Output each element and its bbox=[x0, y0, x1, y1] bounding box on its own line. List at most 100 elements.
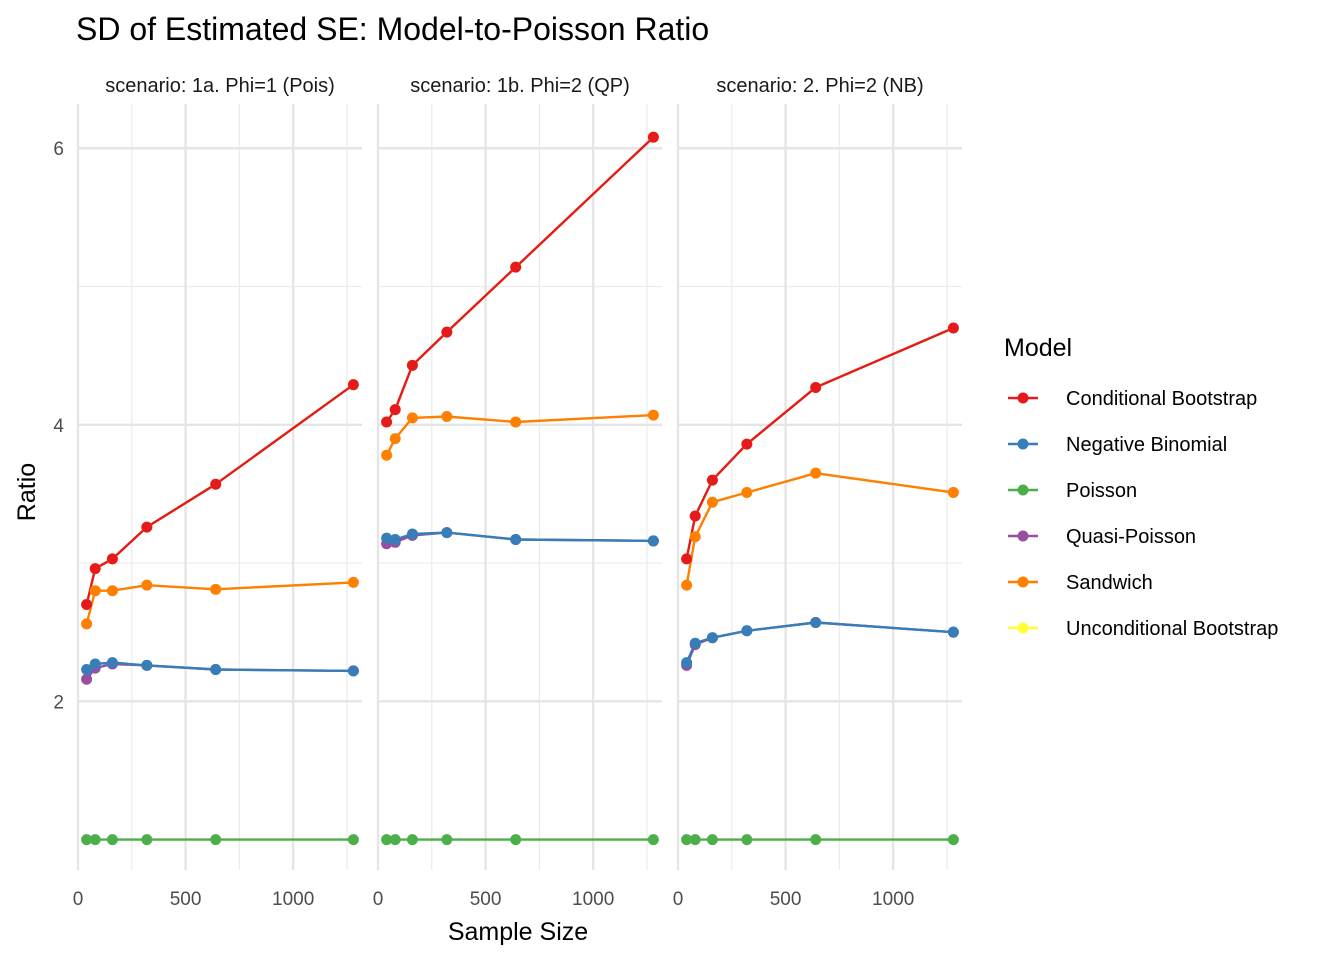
data-point bbox=[210, 664, 222, 676]
x-tick-label: 1000 bbox=[872, 889, 914, 910]
data-point bbox=[89, 585, 101, 597]
data-point bbox=[647, 131, 659, 143]
data-point bbox=[810, 617, 822, 629]
legend-key-point bbox=[1017, 438, 1029, 450]
series-line bbox=[685, 326, 954, 560]
x-tick-label: 500 bbox=[170, 889, 202, 910]
y-tick-label: 4 bbox=[53, 416, 64, 437]
data-point bbox=[689, 637, 701, 649]
data-point bbox=[106, 585, 118, 597]
legend-key-point bbox=[1017, 530, 1029, 542]
data-point bbox=[741, 625, 753, 637]
x-tick-label: 1000 bbox=[272, 889, 314, 910]
data-point bbox=[141, 579, 153, 591]
data-point bbox=[347, 665, 359, 677]
legend-key-point bbox=[1017, 392, 1029, 404]
data-point bbox=[210, 583, 222, 595]
legend-entry: Sandwich bbox=[1008, 572, 1153, 594]
series-line bbox=[85, 383, 355, 605]
x-axis-title: Sample Size bbox=[448, 918, 588, 946]
facet-panel: scenario: 2. Phi=2 (NB) 0 500 1000 bbox=[673, 75, 962, 910]
facet-strip-label: scenario: 1b. Phi=2 (QP) bbox=[410, 75, 630, 97]
x-tick-label: 500 bbox=[470, 889, 502, 910]
series-line bbox=[685, 621, 954, 664]
facet-panels: scenario: 1a. Phi=1 (Pois)0 500 1000scenar… bbox=[53, 75, 962, 910]
legend-label: Conditional Bootstrap bbox=[1066, 388, 1257, 410]
data-point bbox=[706, 474, 718, 486]
x-tick-label: 0 bbox=[673, 889, 684, 910]
gridlines bbox=[76, 104, 362, 870]
data-point bbox=[89, 563, 101, 575]
data-point bbox=[689, 510, 701, 522]
legend-entry: Poisson bbox=[1008, 480, 1137, 502]
data-point bbox=[406, 528, 418, 540]
data-point bbox=[647, 535, 659, 547]
legend-entry: Unconditional Bootstrap bbox=[1008, 618, 1278, 640]
series-line bbox=[85, 383, 355, 605]
data-point bbox=[406, 412, 418, 424]
legend-label: Unconditional Bootstrap bbox=[1066, 618, 1278, 640]
data-point bbox=[741, 438, 753, 450]
x-tick-label: 0 bbox=[73, 889, 84, 910]
y-tick-label: 6 bbox=[53, 139, 64, 160]
data-point bbox=[347, 379, 359, 391]
data-point bbox=[141, 521, 153, 533]
data-point bbox=[89, 658, 101, 670]
facet-panel: scenario: 1b. Phi=2 (QP) 0 500 1000 bbox=[373, 75, 662, 910]
data-point bbox=[89, 834, 101, 846]
series-line bbox=[685, 326, 954, 560]
legend-key-point bbox=[1017, 484, 1029, 496]
legend-entry: Quasi-Poisson bbox=[1008, 526, 1196, 548]
facet-strip-label: scenario: 2. Phi=2 (NB) bbox=[716, 75, 923, 97]
series-line bbox=[385, 136, 655, 423]
data-point bbox=[510, 834, 522, 846]
data-point bbox=[441, 410, 453, 422]
data-point bbox=[389, 834, 401, 846]
data-point bbox=[81, 618, 93, 630]
data-point bbox=[389, 404, 401, 416]
y-tick-label: 2 bbox=[53, 692, 64, 713]
data-point bbox=[810, 834, 822, 846]
data-point bbox=[681, 579, 693, 591]
legend-label: Quasi-Poisson bbox=[1066, 526, 1196, 548]
data-point bbox=[741, 834, 753, 846]
gridlines bbox=[376, 104, 662, 870]
data-point bbox=[441, 527, 453, 539]
legend-key-point bbox=[1017, 622, 1029, 634]
data-point bbox=[406, 359, 418, 371]
legend-title: Model bbox=[1004, 334, 1072, 362]
data-point bbox=[706, 834, 718, 846]
data-point bbox=[381, 449, 393, 461]
legend-key-point bbox=[1017, 576, 1029, 588]
data-point bbox=[106, 657, 118, 669]
data-point bbox=[406, 834, 418, 846]
x-tick-label: 500 bbox=[770, 889, 802, 910]
data-point bbox=[947, 626, 959, 638]
legend-label: Negative Binomial bbox=[1066, 434, 1227, 456]
data-point bbox=[381, 532, 393, 544]
series-line bbox=[85, 581, 354, 625]
data-point bbox=[647, 834, 659, 846]
data-point bbox=[647, 409, 659, 421]
data-point bbox=[81, 834, 93, 846]
data-point bbox=[510, 261, 522, 273]
legend-entry: Negative Binomial bbox=[1008, 434, 1227, 456]
data-point bbox=[389, 534, 401, 546]
data-point bbox=[441, 834, 453, 846]
data-point bbox=[510, 534, 522, 546]
data-point bbox=[947, 487, 959, 499]
facet-panel: scenario: 1a. Phi=1 (Pois) 0 500 1000 bbox=[73, 75, 362, 910]
chart-title: SD of Estimated SE: Model-to-Poisson Rat… bbox=[76, 11, 709, 47]
data-point bbox=[681, 834, 693, 846]
data-point bbox=[947, 322, 959, 334]
data-point bbox=[141, 834, 153, 846]
data-point bbox=[706, 632, 718, 644]
facet-strip-label: scenario: 1a. Phi=1 (Pois) bbox=[105, 75, 335, 97]
data-point bbox=[389, 433, 401, 445]
series-line bbox=[385, 136, 655, 423]
gridlines bbox=[676, 104, 962, 870]
data-point bbox=[741, 487, 753, 499]
data-point bbox=[706, 496, 718, 508]
data-point bbox=[810, 381, 822, 393]
